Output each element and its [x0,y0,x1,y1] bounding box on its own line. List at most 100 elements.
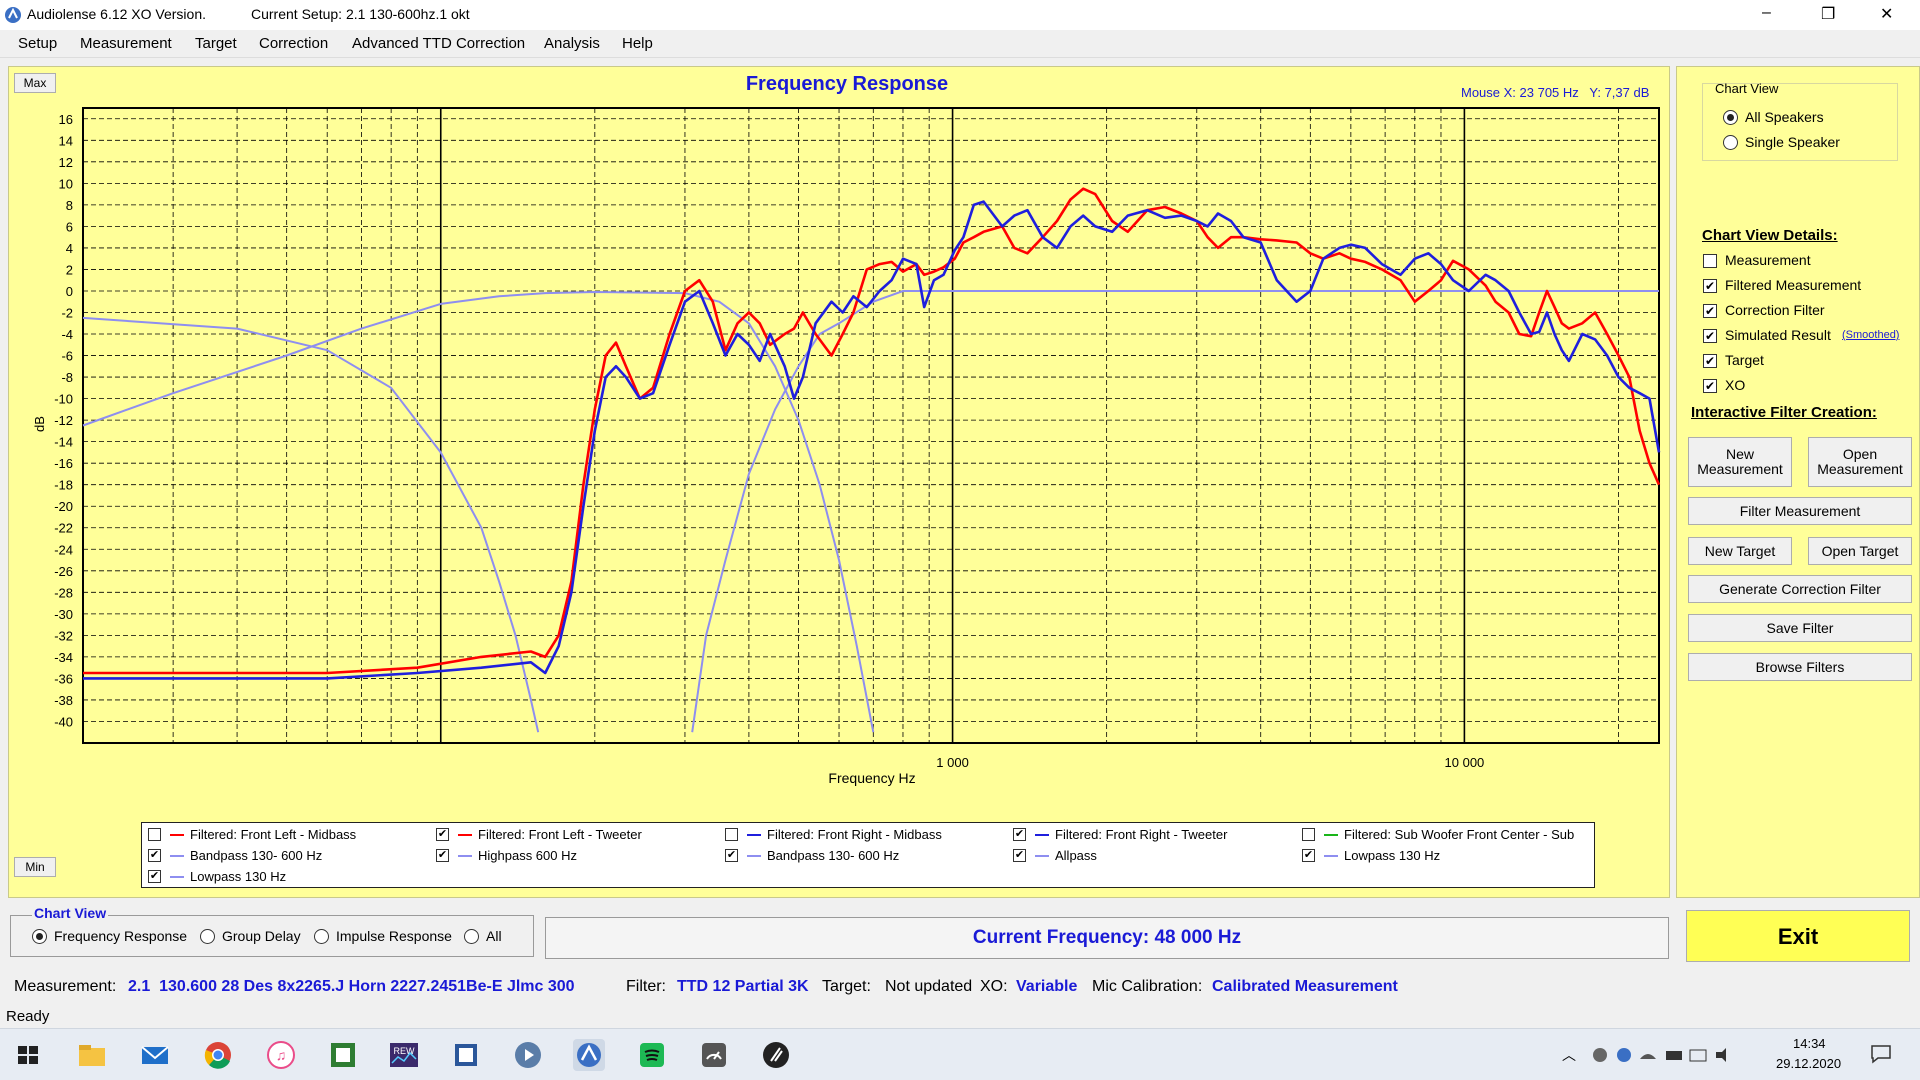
chart-type-radio[interactable] [200,929,215,944]
min-button[interactable]: Min [14,857,56,877]
chart-type-radio[interactable] [464,929,479,944]
chart-type-radio[interactable] [314,929,329,944]
exit-button[interactable]: Exit [1686,910,1910,962]
legend-swatch [1035,855,1049,857]
legend-item[interactable]: ✔ Filtered: Front Right - Tweeter [1013,825,1299,845]
speedometer-icon[interactable] [698,1039,730,1071]
legend-checkbox[interactable]: ✔ [436,849,449,862]
menu-help[interactable]: Help [622,35,653,52]
audiolense-icon[interactable] [573,1039,605,1071]
ready-status: Ready [6,1008,50,1025]
chart-type-radio[interactable] [32,929,47,944]
legend-checkbox[interactable]: ✔ [1013,828,1026,841]
detail-label[interactable]: Measurement [1725,252,1811,268]
chart-type-label[interactable]: Group Delay [222,928,301,944]
tray-icons[interactable] [1592,1047,1752,1063]
legend-item[interactable]: ✔ Highpass 600 Hz [436,846,722,866]
svg-text:REW: REW [394,1046,416,1056]
menu-setup[interactable]: Setup [18,35,58,52]
legend-checkbox[interactable] [725,828,738,841]
detail-label[interactable]: Correction Filter [1725,302,1825,318]
single-speaker-radio[interactable] [1723,135,1738,150]
legend-swatch [1035,834,1049,836]
windows-start-icon[interactable] [12,1039,44,1071]
media-player-icon[interactable] [512,1039,544,1071]
open-measurement-button[interactable]: Open Measurement [1808,437,1912,487]
right-panel: Chart View All Speakers Single Speaker C… [1676,66,1920,898]
close-button[interactable]: ✕ [1880,6,1894,23]
notifications-icon[interactable] [1870,1044,1892,1064]
detail-checkbox-filtered-measurement[interactable]: ✔ [1703,279,1717,293]
all-speakers-label[interactable]: All Speakers [1745,109,1824,125]
clock-time[interactable]: 14:34 [1793,1036,1826,1051]
spotify-icon[interactable] [636,1039,668,1071]
clock-date[interactable]: 29.12.2020 [1776,1056,1842,1071]
all-speakers-radio[interactable] [1723,110,1738,125]
new-measurement-button[interactable]: New Measurement [1688,437,1792,487]
svg-text:♫: ♫ [276,1047,287,1063]
chart-type-label[interactable]: All [486,928,502,944]
minimize-button[interactable]: – [1762,4,1771,21]
chart-type-label[interactable]: Impulse Response [336,928,452,944]
max-button[interactable]: Max [14,73,56,93]
detail-checkbox-measurement[interactable] [1703,254,1717,268]
legend-item[interactable]: Filtered: Sub Woofer Front Center - Sub [1302,825,1588,845]
legend-item[interactable]: ✔ Bandpass 130- 600 Hz [725,846,1011,866]
legend-label: Filtered: Front Left - Tweeter [478,827,642,842]
legend-swatch [747,855,761,857]
word-icon[interactable] [450,1039,482,1071]
legend-checkbox[interactable] [148,828,161,841]
new-target-button[interactable]: New Target [1688,537,1792,565]
detail-label[interactable]: XO [1725,377,1746,393]
show-hidden-icons-icon[interactable]: ︿ [1562,1047,1576,1063]
detail-checkbox-target[interactable]: ✔ [1703,354,1717,368]
detail-checkbox-correction-filter[interactable]: ✔ [1703,304,1717,318]
legend-checkbox[interactable]: ✔ [148,870,161,883]
detail-checkbox-simulated-result[interactable]: ✔ [1703,329,1717,343]
legend-checkbox[interactable]: ✔ [1302,849,1315,862]
detail-label[interactable]: Filtered Measurement [1725,277,1862,293]
rew-icon[interactable]: REW [388,1039,420,1071]
legend-item[interactable]: ✔ Allpass [1013,846,1299,866]
target-value: Not updated [885,978,973,995]
itunes-icon[interactable]: ♫ [265,1039,297,1071]
generate-correction-filter-button[interactable]: Generate Correction Filter [1688,575,1912,603]
filter-value: TTD 12 Partial 3K [677,978,809,995]
detail-checkbox-xo[interactable]: ✔ [1703,379,1717,393]
smoothed-link[interactable]: (Smoothed) [1842,329,1900,341]
menu-analysis[interactable]: Analysis [544,35,600,52]
legend-item[interactable]: ✔ Bandpass 130- 600 Hz [148,846,434,866]
legend-checkbox[interactable]: ✔ [725,849,738,862]
filter-measurement-button[interactable]: Filter Measurement [1688,497,1912,525]
greenshot-icon[interactable] [327,1039,359,1071]
open-target-button[interactable]: Open Target [1808,537,1912,565]
menu-target[interactable]: Target [195,35,237,52]
legend-checkbox[interactable]: ✔ [148,849,161,862]
mail-icon[interactable] [139,1039,171,1071]
legend-checkbox[interactable]: ✔ [436,828,449,841]
legend-checkbox[interactable] [1302,828,1315,841]
chrome-icon[interactable] [202,1039,234,1071]
legend-item[interactable]: ✔ Filtered: Front Left - Tweeter [436,825,722,845]
single-speaker-label[interactable]: Single Speaker [1745,134,1840,150]
legend-item[interactable]: Filtered: Front Right - Midbass [725,825,1011,845]
current-frequency-box: Current Frequency: 48 000 Hz [545,917,1669,959]
restore-button[interactable]: ❐ [1821,6,1836,23]
foobar-icon[interactable] [760,1039,792,1071]
chart-type-label[interactable]: Frequency Response [54,928,188,944]
legend-item[interactable]: Filtered: Front Left - Midbass [148,825,434,845]
file-explorer-icon[interactable] [76,1039,108,1071]
menu-advanced-ttd-correction[interactable]: Advanced TTD Correction [352,35,526,52]
title-bar: Audiolense 6.12 XO Version. Current Setu… [0,0,1920,30]
legend-checkbox[interactable]: ✔ [1013,849,1026,862]
legend-item[interactable]: ✔ Lowpass 130 Hz [148,867,434,887]
detail-label[interactable]: Target [1725,352,1764,368]
chart-view-group [1702,83,1898,161]
browse-filters-button[interactable]: Browse Filters [1688,653,1912,681]
legend-item[interactable]: ✔ Lowpass 130 Hz [1302,846,1588,866]
detail-label[interactable]: Simulated Result [1725,327,1831,343]
legend-label: Filtered: Sub Woofer Front Center - Sub [1344,827,1575,842]
menu-measurement[interactable]: Measurement [80,35,172,52]
menu-correction[interactable]: Correction [259,35,329,52]
save-filter-button[interactable]: Save Filter [1688,614,1912,642]
